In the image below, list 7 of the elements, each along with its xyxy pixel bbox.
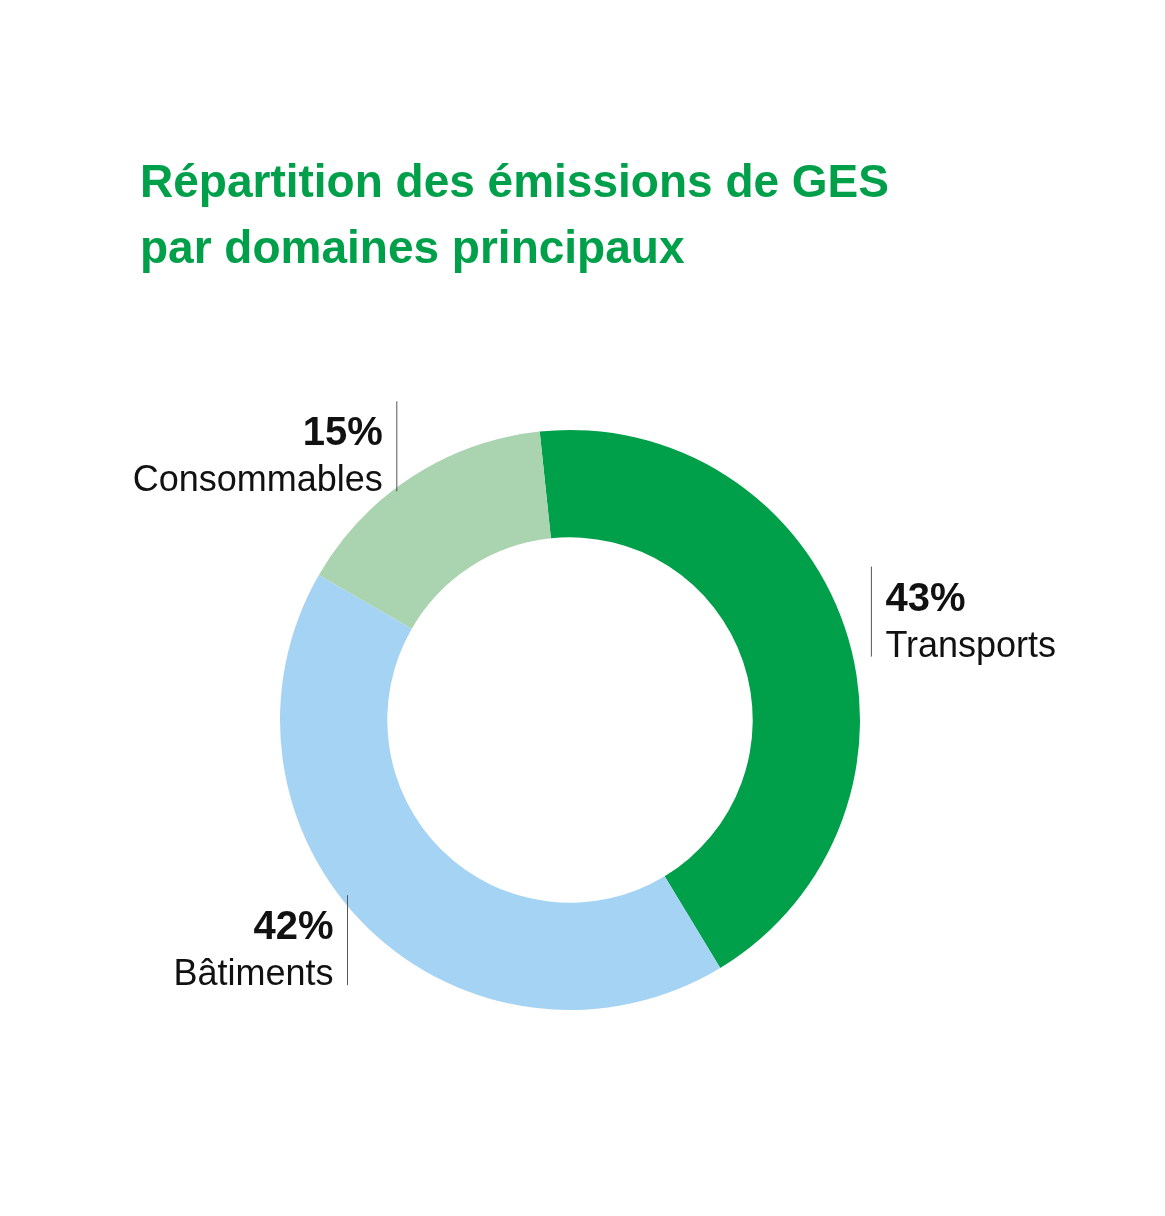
- chart-title: Répartition des émissions de GES par domaines principaux: [140, 154, 890, 275]
- slice-label: Bâtiments: [173, 952, 334, 994]
- slice-label: Transports: [885, 623, 1057, 665]
- data-label: 42%: [253, 903, 334, 948]
- slice-label: Consommables: [132, 458, 383, 500]
- data-label: 15%: [302, 409, 383, 454]
- data-label: 43%: [885, 574, 966, 619]
